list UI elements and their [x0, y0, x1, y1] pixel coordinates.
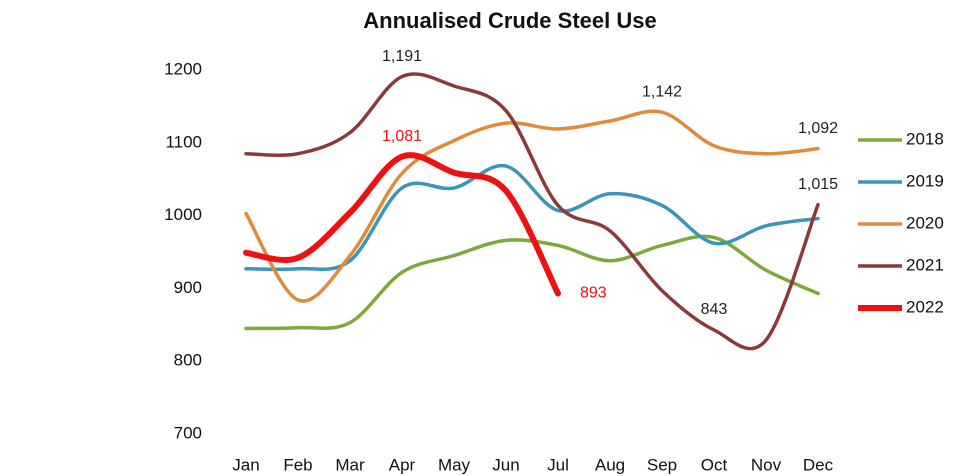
y-tick-label: 1100: [165, 132, 202, 151]
legend-label: 2018: [906, 129, 944, 148]
value-label: 1,081: [382, 128, 422, 145]
value-label: 1,142: [642, 83, 682, 100]
y-tick-label: 1200: [164, 59, 202, 78]
y-tick-label: 700: [174, 423, 202, 442]
legend-label: 2020: [906, 213, 944, 232]
legend-label: 2021: [906, 255, 944, 274]
x-tick-label: Dec: [803, 455, 834, 474]
x-tick-label: Jan: [232, 455, 259, 474]
series-line: [244, 234, 820, 331]
x-tick-label: May: [438, 455, 471, 474]
x-tick-label: Apr: [389, 455, 416, 474]
y-tick-label: 800: [174, 351, 202, 370]
x-tick-label: Feb: [283, 455, 312, 474]
y-tick-label: 900: [174, 278, 202, 297]
value-label: 1,015: [798, 176, 838, 193]
legend-label: 2022: [906, 297, 944, 316]
x-tick-label: Jul: [547, 455, 569, 474]
value-label: 1,191: [382, 48, 422, 65]
series-line: [243, 152, 561, 297]
x-tick-label: Mar: [335, 455, 365, 474]
series-line: [244, 109, 820, 303]
x-tick-label: Sep: [647, 455, 677, 474]
legend-label: 2019: [906, 171, 944, 190]
chart-title: Annualised Crude Steel Use: [363, 8, 656, 33]
series-line: [244, 72, 820, 351]
x-tick-label: Jun: [492, 455, 519, 474]
x-tick-label: Aug: [595, 455, 625, 474]
value-label: 843: [701, 301, 728, 318]
x-tick-label: Nov: [751, 455, 782, 474]
value-label: 893: [580, 285, 607, 302]
x-tick-label: Oct: [701, 455, 728, 474]
y-tick-label: 1000: [164, 205, 202, 224]
value-label: 1,092: [798, 120, 838, 137]
series-line: [244, 164, 820, 272]
